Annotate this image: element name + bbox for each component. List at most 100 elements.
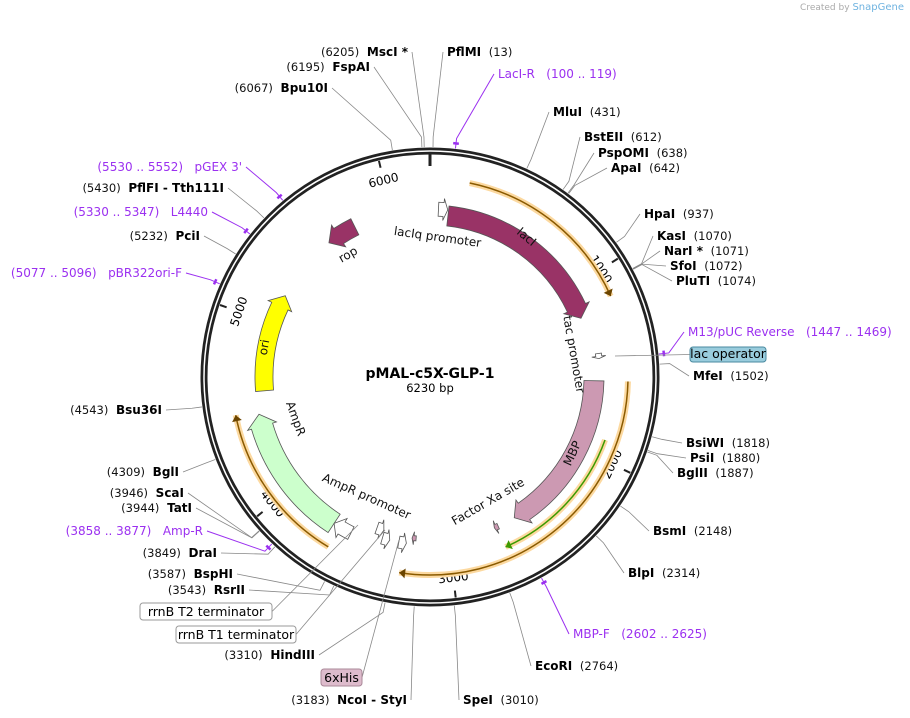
enzyme-name[interactable]: NcoI - StyI bbox=[337, 693, 407, 707]
enzyme-site[interactable]: (3849) DraI bbox=[143, 546, 217, 560]
feature-ampr[interactable] bbox=[246, 413, 341, 534]
enzyme-site[interactable]: (3946) ScaI bbox=[110, 486, 184, 500]
enzyme-name[interactable]: MluI bbox=[553, 105, 582, 119]
enzyme-name[interactable]: BspHI bbox=[194, 567, 233, 581]
primer-name[interactable]: LacI-R bbox=[498, 67, 535, 81]
enzyme-site[interactable]: (3183) NcoI - StyI bbox=[291, 693, 407, 707]
enzyme-name[interactable]: BglI bbox=[153, 465, 179, 479]
primer-label[interactable]: (5077 .. 5096) pBR322ori-F bbox=[11, 266, 182, 280]
enzyme-name[interactable]: HpaI bbox=[644, 207, 675, 221]
enzyme-name[interactable]: RsrII bbox=[214, 583, 245, 597]
enzyme-name[interactable]: SfoI bbox=[670, 259, 697, 273]
enzyme-site[interactable]: BlpI (2314) bbox=[628, 566, 700, 580]
feature-mbp[interactable] bbox=[513, 380, 605, 524]
enzyme-name[interactable]: FspAI bbox=[332, 60, 370, 74]
enzyme-name[interactable]: BlpI bbox=[628, 566, 654, 580]
enzyme-name[interactable]: BsiWI bbox=[686, 436, 724, 450]
primer-label[interactable]: LacI-R (100 .. 119) bbox=[498, 67, 617, 81]
enzyme-name[interactable]: EcoRI bbox=[535, 659, 572, 673]
enzyme-site[interactable]: (6205) MscI * bbox=[321, 45, 409, 59]
enzyme-name[interactable]: BsmI bbox=[653, 524, 686, 538]
enzyme-site[interactable]: HpaI (937) bbox=[644, 207, 714, 221]
rrnB-T2-terminator-box[interactable] bbox=[139, 602, 273, 621]
primer-label[interactable]: (5330 .. 5347) L4440 bbox=[74, 205, 208, 219]
enzyme-site[interactable]: BsmI (2148) bbox=[653, 524, 732, 538]
enzyme-name[interactable]: Bsu36I bbox=[116, 403, 162, 417]
enzyme-site[interactable]: PluTI (1074) bbox=[676, 274, 756, 288]
enzyme-name[interactable]: MfeI bbox=[693, 369, 723, 383]
enzyme-name[interactable]: KasI bbox=[657, 229, 686, 243]
enzyme-name[interactable]: NarI * bbox=[664, 244, 704, 258]
enzyme-site[interactable]: SpeI (3010) bbox=[463, 693, 539, 707]
feature-ampr-promoter[interactable] bbox=[333, 517, 355, 540]
rrnB-T1-terminator-box[interactable] bbox=[175, 625, 297, 644]
enzyme-site[interactable]: EcoRI (2764) bbox=[535, 659, 618, 673]
feature-terminator[interactable] bbox=[380, 529, 391, 550]
feature-laci[interactable] bbox=[446, 205, 591, 319]
feature-6xhis-mark[interactable] bbox=[411, 531, 417, 545]
lac-operator-box[interactable] bbox=[689, 346, 767, 363]
primer-label[interactable]: (5530 .. 5552) pGEX 3' bbox=[97, 160, 242, 174]
enzyme-site[interactable]: BsiWI (1818) bbox=[686, 436, 770, 450]
enzyme-site[interactable]: MluI (431) bbox=[553, 105, 621, 119]
enzyme-name[interactable]: Bpu10I bbox=[281, 81, 328, 95]
enzyme-site[interactable]: PspOMI (638) bbox=[598, 146, 688, 160]
enzyme-site[interactable]: (3587) BspHI bbox=[148, 567, 233, 581]
primer-name[interactable]: pGEX 3' bbox=[195, 160, 242, 174]
enzyme-site[interactable]: (5232) PciI bbox=[130, 229, 200, 243]
primer-name[interactable]: pBR322ori-F bbox=[108, 266, 182, 280]
enzyme-name[interactable]: BglII bbox=[677, 466, 708, 480]
rrnB-T1-terminator-label[interactable]: rrnB T1 terminator bbox=[178, 627, 295, 642]
lac-operator-label[interactable]: lac operator bbox=[690, 346, 767, 361]
enzyme-site[interactable]: PsiI (1880) bbox=[690, 451, 760, 465]
enzyme-site[interactable]: NarI * (1071) bbox=[664, 244, 749, 258]
enzyme-name[interactable]: HindIII bbox=[270, 648, 315, 662]
enzyme-site[interactable]: (4309) BglI bbox=[107, 465, 179, 479]
enzyme-site[interactable]: (3310) HindIII bbox=[224, 648, 315, 662]
enzyme-site[interactable]: SfoI (1072) bbox=[670, 259, 742, 273]
enzyme-name[interactable]: SpeI bbox=[463, 693, 493, 707]
enzyme-site[interactable]: (3543) RsrII bbox=[168, 583, 245, 597]
feature-terminator[interactable] bbox=[374, 519, 385, 539]
enzyme-name[interactable]: DraI bbox=[189, 546, 217, 560]
enzyme-name[interactable]: TatI bbox=[167, 501, 192, 515]
enzyme-site[interactable]: ApaI (642) bbox=[611, 161, 680, 175]
enzyme-name[interactable]: PluTI bbox=[676, 274, 710, 288]
rrnB-T2-terminator-label[interactable]: rrnB T2 terminator bbox=[148, 604, 265, 619]
primer-name[interactable]: M13/pUC Reverse bbox=[688, 325, 795, 339]
feature-ori[interactable] bbox=[254, 295, 293, 392]
primer-name[interactable]: L4440 bbox=[171, 205, 208, 219]
enzyme-name[interactable]: PsiI bbox=[690, 451, 714, 465]
enzyme-name[interactable]: MscI * bbox=[367, 45, 409, 59]
enzyme-name[interactable]: BstEII bbox=[584, 130, 623, 144]
primer-label[interactable]: (3858 .. 3877) Amp-R bbox=[66, 524, 203, 538]
enzyme-site[interactable]: (6067) Bpu10I bbox=[235, 81, 328, 95]
enzyme-site[interactable]: (6195) FspAI bbox=[286, 60, 370, 74]
enzyme-site[interactable]: BglII (1887) bbox=[677, 466, 754, 480]
primer-name[interactable]: MBP-F bbox=[573, 627, 610, 641]
enzyme-site[interactable]: (4543) Bsu36I bbox=[70, 403, 162, 417]
primer-label[interactable]: MBP-F (2602 .. 2625) bbox=[573, 627, 707, 641]
enzyme-site[interactable]: MfeI (1502) bbox=[693, 369, 769, 383]
feature-laciq-promoter[interactable] bbox=[437, 198, 449, 221]
orf-arrow-halo bbox=[469, 180, 614, 298]
enzyme-name[interactable]: PflMI bbox=[447, 45, 481, 59]
enzyme-name[interactable]: PciI bbox=[176, 229, 201, 243]
primer-name[interactable]: Amp-R bbox=[163, 524, 203, 538]
feature-terminator[interactable] bbox=[397, 532, 407, 553]
6xhis-box[interactable] bbox=[320, 668, 363, 687]
primer-label[interactable]: M13/pUC Reverse (1447 .. 1469) bbox=[688, 325, 892, 339]
enzyme-site[interactable]: BstEII (612) bbox=[584, 130, 662, 144]
feature-tac-promoter[interactable] bbox=[591, 352, 606, 360]
enzyme-site[interactable]: KasI (1070) bbox=[657, 229, 732, 243]
enzyme-site[interactable]: (3944) TatI bbox=[121, 501, 192, 515]
feature-rop[interactable] bbox=[328, 218, 360, 248]
feature-factor-xa-site[interactable] bbox=[492, 520, 500, 534]
enzyme-name[interactable]: PspOMI bbox=[598, 146, 649, 160]
enzyme-site[interactable]: (5430) PflFI - Tth111I bbox=[82, 181, 224, 195]
enzyme-name[interactable]: ScaI bbox=[156, 486, 184, 500]
enzyme-name[interactable]: ApaI bbox=[611, 161, 641, 175]
6xhis-label[interactable]: 6xHis bbox=[324, 670, 359, 685]
enzyme-name[interactable]: PflFI - Tth111I bbox=[128, 181, 224, 195]
enzyme-site[interactable]: PflMI (13) bbox=[447, 45, 512, 59]
